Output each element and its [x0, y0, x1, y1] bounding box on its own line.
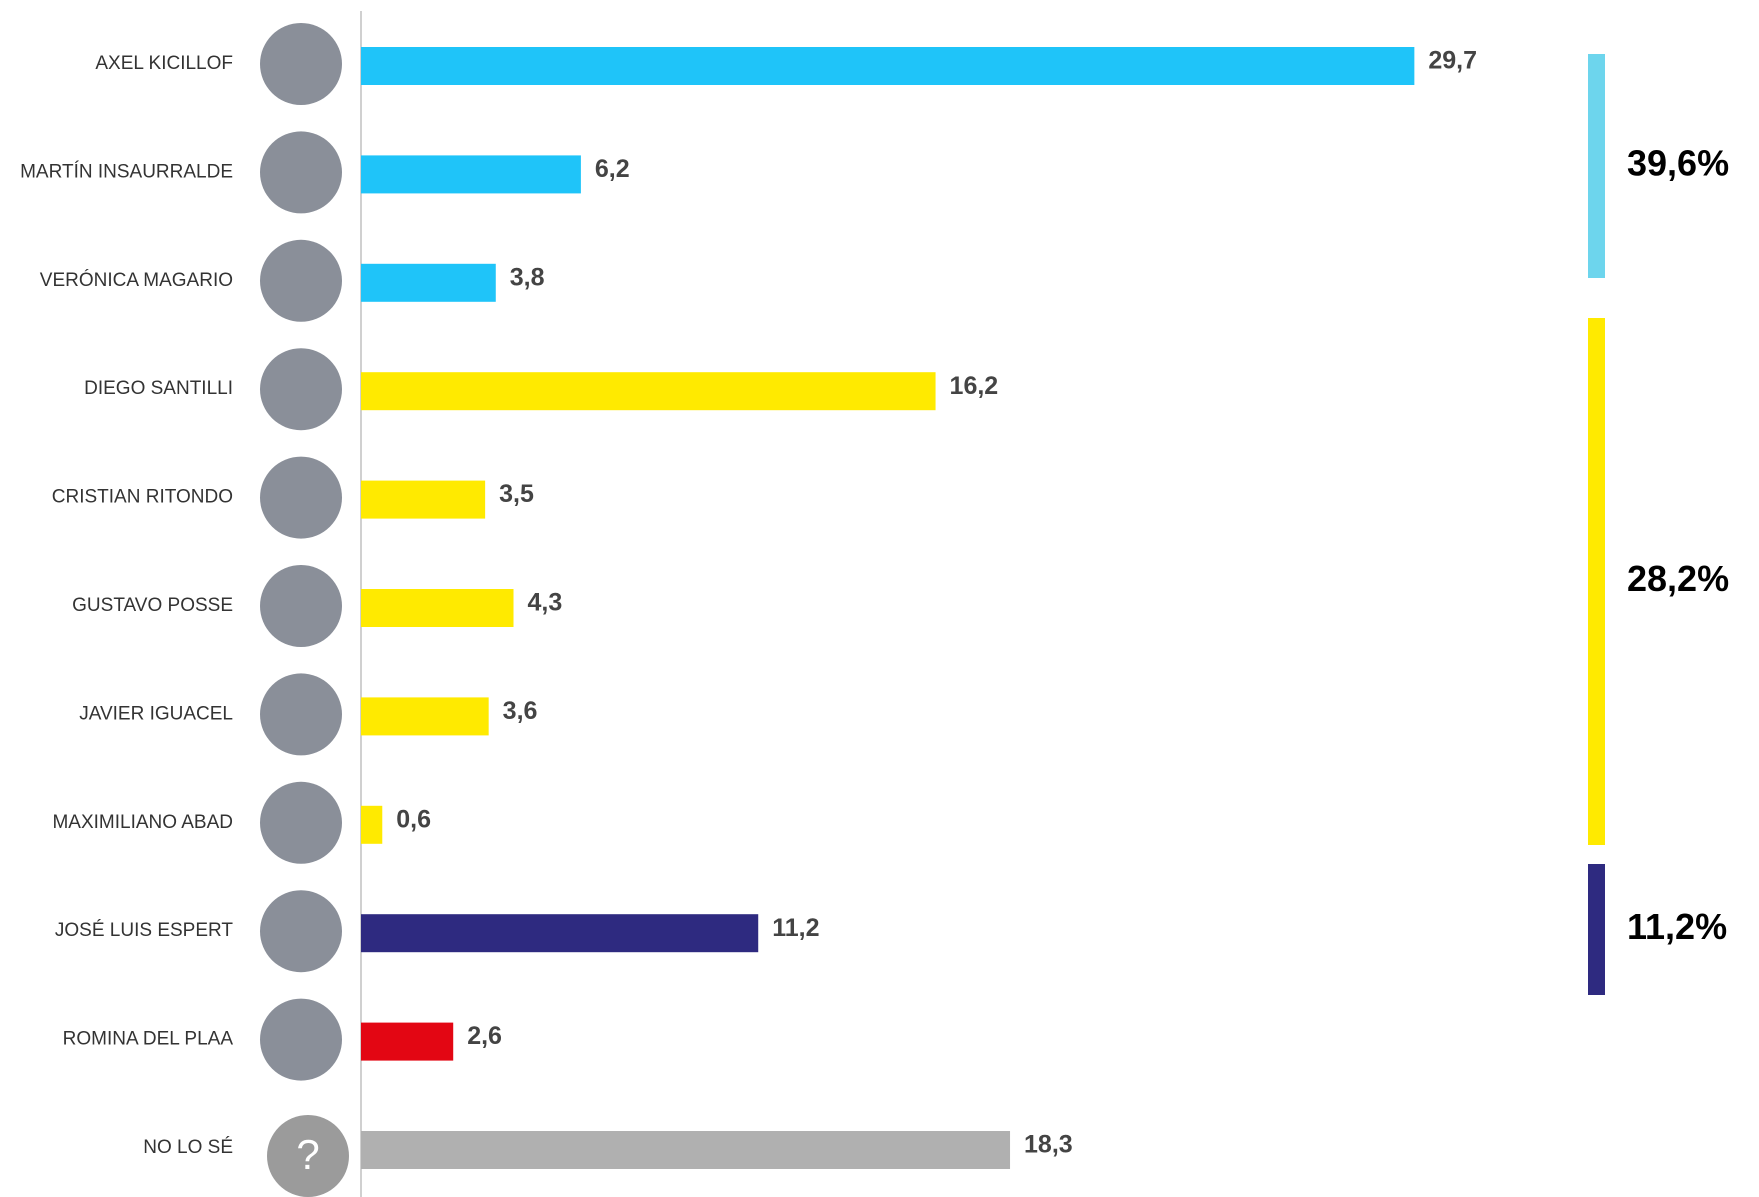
bar: [361, 806, 382, 844]
value-label: 2,6: [467, 1022, 502, 1050]
bar: [361, 264, 496, 302]
avatar: [260, 457, 342, 539]
avatar: [260, 782, 342, 864]
bar: [361, 697, 489, 735]
category-label: AXEL KICILLOF: [95, 53, 233, 74]
category-label: CRISTIAN RITONDO: [52, 487, 233, 508]
category-label: MARTÍN INSAURRALDE: [20, 161, 233, 182]
bar: [361, 47, 1414, 85]
avatar: [260, 999, 342, 1081]
bar: [361, 1131, 1010, 1169]
group-bracket: [1588, 864, 1605, 995]
group-total: 39,6%: [1627, 143, 1729, 184]
value-label: 16,2: [950, 372, 999, 400]
avatar: [260, 240, 342, 322]
bar: [361, 589, 514, 627]
value-label: 3,8: [510, 263, 545, 291]
avatar: [260, 23, 342, 105]
avatar: [260, 565, 342, 647]
group-total: 28,2%: [1627, 558, 1729, 599]
value-label: 3,5: [499, 480, 534, 508]
category-label: JOSÉ LUIS ESPERT: [55, 920, 233, 941]
avatar: [260, 348, 342, 430]
value-label: 0,6: [396, 805, 431, 833]
group-bracket: [1588, 54, 1605, 278]
group-total: 11,2%: [1627, 906, 1727, 947]
value-label: 4,3: [528, 589, 563, 617]
category-label: DIEGO SANTILLI: [84, 378, 233, 399]
avatar: [260, 131, 342, 213]
unknown-icon: ?: [296, 1131, 319, 1178]
value-label: 29,7: [1428, 47, 1477, 75]
avatar: [260, 890, 342, 972]
value-label: 18,3: [1024, 1131, 1073, 1159]
bar: [361, 155, 581, 193]
value-label: 11,2: [772, 914, 819, 942]
bar: [361, 481, 485, 519]
category-label: GUSTAVO POSSE: [72, 595, 233, 616]
bar: [361, 914, 758, 952]
category-label: JAVIER IGUACEL: [79, 703, 233, 724]
group-bracket: [1588, 318, 1605, 845]
value-label: 6,2: [595, 155, 630, 183]
avatar: [260, 673, 342, 755]
category-label: MAXIMILIANO ABAD: [52, 812, 233, 833]
category-label: ROMINA DEL PLAA: [63, 1029, 234, 1050]
bar: [361, 372, 936, 410]
category-label: VERÓNICA MAGARIO: [40, 269, 233, 291]
category-label: NO LO SÉ: [143, 1137, 233, 1158]
value-label: 3,6: [503, 697, 538, 725]
chart: AXEL KICILLOF 29,7 MARTÍN INSAURRALDE 6,2 VE…: [0, 0, 1759, 1197]
bar: [361, 1023, 453, 1061]
